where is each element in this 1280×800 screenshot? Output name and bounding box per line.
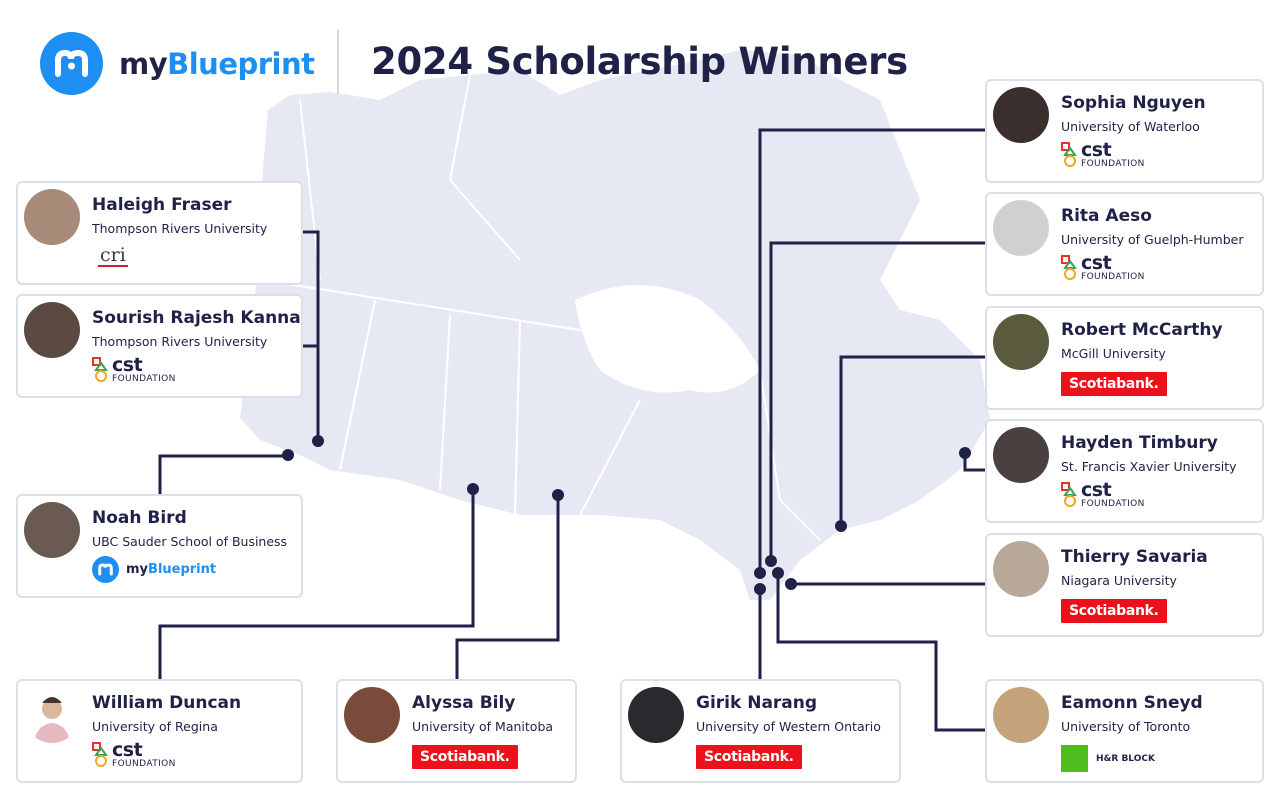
avatar [993,87,1049,143]
avatar [24,189,80,245]
winner-card-hayden-timbury[interactable]: Hayden Timbury St. Francis Xavier Univer… [985,419,1264,523]
winner-card-william-duncan[interactable]: William Duncan University of Regina cst … [16,679,303,783]
cst-mark-icon [92,742,108,767]
sponsor-logo-cri: cri [98,245,128,267]
sponsor-logo-hrblock: H&R BLOCK [1061,745,1155,772]
winner-card-noah-bird[interactable]: Noah Bird UBC Sauder School of Business … [16,494,303,598]
winner-name: Rita Aeso [1061,206,1152,226]
winner-name: Sophia Nguyen [1061,93,1206,113]
sponsor-subtext: FOUNDATION [1081,499,1145,509]
winner-name: Girik Narang [696,693,818,713]
winner-university: University of Guelph-Humber [1061,232,1244,247]
hudson-bay [575,285,760,393]
sponsor-text: Scotiabank. [1061,599,1167,623]
sponsor-logo-myblueprint: myBlueprint [92,556,216,583]
winner-university: McGill University [1061,346,1166,361]
sponsor-logo-cst: cst FOUNDATION [1061,141,1145,169]
myblueprint-logo-icon [92,556,119,583]
winner-university: Thompson Rivers University [92,334,268,349]
sponsor-logo-scotiabank: Scotiabank. [412,745,518,769]
sponsor-text: cst [1081,252,1112,274]
sponsor-text: cri [98,244,128,267]
header-divider [337,30,339,94]
sponsor-subtext: FOUNDATION [1081,159,1145,169]
cst-mark-icon [1061,255,1077,280]
winner-name: Sourish Rajesh Kanna [92,308,301,328]
winner-card-thierry-savaria[interactable]: Thierry Savaria Niagara University Scoti… [985,533,1264,637]
sponsor-logo-cst: cst FOUNDATION [1061,481,1145,509]
winner-university: University of Toronto [1061,719,1191,734]
winner-university: Thompson Rivers University [92,221,268,236]
winner-card-haleigh-fraser[interactable]: Haleigh Fraser Thompson Rivers Universit… [16,181,303,285]
winner-card-sourish-rajesh-kanna[interactable]: Sourish Rajesh Kanna Thompson Rivers Uni… [16,294,303,398]
sponsor-logo-cst: cst FOUNDATION [92,356,176,384]
sponsor-logo-scotiabank: Scotiabank. [696,745,802,769]
sponsor-text: cst [1081,479,1112,501]
winner-name: Eamonn Sneyd [1061,693,1203,713]
brand-name-prefix: my [119,46,168,81]
sponsor-logo-cst: cst FOUNDATION [92,741,176,769]
winner-card-girik-narang[interactable]: Girik Narang University of Western Ontar… [620,679,901,783]
avatar [993,200,1049,256]
cst-mark-icon [1061,482,1077,507]
winner-university: University of Western Ontario [696,719,881,734]
cst-mark-icon [1061,142,1077,167]
sponsor-text: cst [112,354,143,376]
avatar [344,687,400,743]
avatar [628,687,684,743]
winner-card-robert-mccarthy[interactable]: Robert McCarthy McGill University Scotia… [985,306,1264,410]
sponsor-subtext: FOUNDATION [1081,272,1145,282]
winner-card-alyssa-bily[interactable]: Alyssa Bily University of Manitoba Scoti… [336,679,577,783]
winner-name: Alyssa Bily [412,693,516,713]
sponsor-text: myBlueprint [126,562,217,577]
winner-name: William Duncan [92,693,242,713]
sponsor-text: H&R BLOCK [1096,753,1155,764]
sponsor-text: Scotiabank. [696,745,802,769]
winner-university: St. Francis Xavier University [1061,459,1237,474]
hrblock-square-icon [1061,745,1088,772]
winner-name: Thierry Savaria [1061,547,1208,567]
sponsor-logo-scotiabank: Scotiabank. [1061,599,1167,623]
sponsor-subtext: FOUNDATION [112,759,176,769]
sponsor-text: Scotiabank. [412,745,518,769]
winner-university: University of Waterloo [1061,119,1200,134]
cst-mark-icon [92,357,108,382]
sponsor-logo-scotiabank: Scotiabank. [1061,372,1167,396]
avatar [24,302,80,358]
sponsor-logo-cst: cst FOUNDATION [1061,254,1145,282]
sponsor-text: cst [1081,139,1112,161]
winner-card-rita-aeso[interactable]: Rita Aeso University of Guelph-Humber cs… [985,192,1264,296]
brand-wordmark: myBlueprint [119,47,315,81]
brand-name-suffix: Blueprint [167,46,315,81]
myblueprint-logo-icon [40,32,103,95]
avatar [993,687,1049,743]
avatar [24,687,80,743]
sponsor-text: Scotiabank. [1061,372,1167,396]
sponsor-text: cst [112,739,143,761]
avatar [24,502,80,558]
winner-name: Robert McCarthy [1061,320,1223,340]
avatar [993,427,1049,483]
sponsor-subtext: FOUNDATION [112,374,176,384]
avatar [993,314,1049,370]
winner-university: UBC Sauder School of Business [92,534,288,549]
winner-card-sophia-nguyen[interactable]: Sophia Nguyen University of Waterloo cst… [985,79,1264,183]
avatar [993,541,1049,597]
page-title: 2024 Scholarship Winners [371,40,908,83]
brand-logo[interactable]: myBlueprint [40,32,315,95]
winner-name: Hayden Timbury [1061,433,1218,453]
winner-university: University of Regina [92,719,218,734]
winner-name: Noah Bird [92,508,187,528]
winner-card-eamonn-sneyd[interactable]: Eamonn Sneyd University of Toronto H&R B… [985,679,1264,783]
winner-university: University of Manitoba [412,719,554,734]
winner-university: Niagara University [1061,573,1177,588]
winner-name: Haleigh Fraser [92,195,232,215]
